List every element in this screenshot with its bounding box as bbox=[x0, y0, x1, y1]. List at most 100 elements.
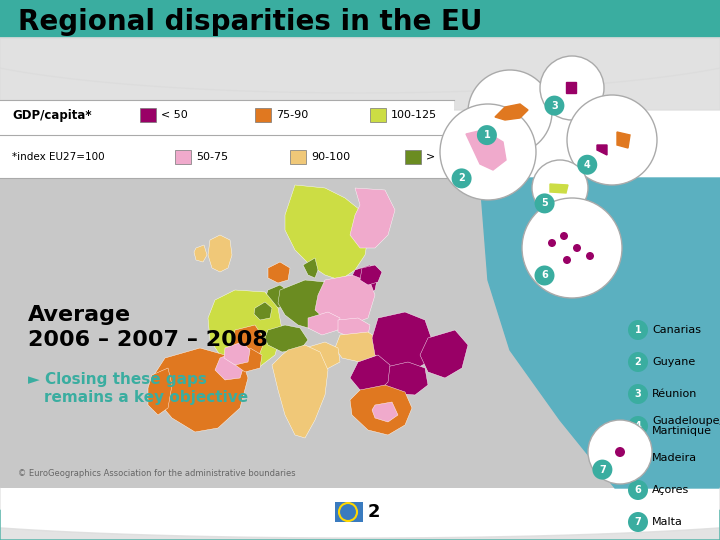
Polygon shape bbox=[597, 145, 607, 155]
Polygon shape bbox=[215, 352, 245, 380]
Circle shape bbox=[628, 448, 648, 468]
Bar bbox=[335, 502, 363, 522]
Text: 1: 1 bbox=[484, 130, 490, 140]
Polygon shape bbox=[0, 488, 720, 540]
Bar bbox=[290, 150, 306, 164]
Polygon shape bbox=[266, 285, 290, 308]
Text: GDP/capita*: GDP/capita* bbox=[12, 109, 91, 122]
Circle shape bbox=[628, 384, 648, 404]
Bar bbox=[0, 488, 720, 540]
Bar bbox=[175, 150, 191, 164]
Circle shape bbox=[338, 502, 358, 522]
Text: > 125: > 125 bbox=[426, 152, 460, 162]
Polygon shape bbox=[350, 188, 395, 248]
Polygon shape bbox=[0, 510, 720, 540]
Text: Regional disparities in the EU: Regional disparities in the EU bbox=[18, 8, 482, 36]
Polygon shape bbox=[466, 130, 506, 170]
Circle shape bbox=[339, 503, 357, 521]
Polygon shape bbox=[278, 280, 335, 330]
Polygon shape bbox=[152, 348, 248, 432]
Polygon shape bbox=[0, 38, 720, 110]
Polygon shape bbox=[335, 332, 380, 362]
Polygon shape bbox=[268, 262, 290, 283]
Circle shape bbox=[440, 104, 536, 200]
Text: *index EU27=100: *index EU27=100 bbox=[12, 152, 104, 162]
Polygon shape bbox=[350, 265, 378, 298]
Text: 2: 2 bbox=[634, 357, 642, 367]
Bar bbox=[370, 108, 386, 122]
Polygon shape bbox=[495, 104, 528, 120]
Polygon shape bbox=[360, 265, 382, 285]
Circle shape bbox=[593, 460, 613, 480]
Circle shape bbox=[615, 447, 625, 457]
Circle shape bbox=[628, 416, 648, 436]
Text: remains a key objective: remains a key objective bbox=[44, 390, 248, 405]
Circle shape bbox=[534, 193, 554, 213]
Bar bbox=[405, 150, 421, 164]
Polygon shape bbox=[566, 82, 576, 93]
Polygon shape bbox=[420, 330, 468, 378]
Text: 5: 5 bbox=[634, 453, 642, 463]
Bar bbox=[0, 0, 720, 38]
Text: 100-125: 100-125 bbox=[391, 110, 437, 120]
Polygon shape bbox=[234, 348, 262, 372]
Circle shape bbox=[577, 155, 598, 175]
Text: 4: 4 bbox=[634, 421, 642, 431]
Polygon shape bbox=[480, 178, 720, 488]
Text: < 50: < 50 bbox=[161, 110, 188, 120]
Text: 90-100: 90-100 bbox=[311, 152, 350, 162]
Polygon shape bbox=[302, 342, 340, 370]
Text: 6: 6 bbox=[634, 485, 642, 495]
Text: 7: 7 bbox=[599, 464, 606, 475]
Polygon shape bbox=[303, 258, 318, 278]
Text: Canarias: Canarias bbox=[652, 325, 701, 335]
Text: Guyane: Guyane bbox=[652, 357, 696, 367]
Polygon shape bbox=[372, 402, 398, 422]
Circle shape bbox=[540, 56, 604, 120]
Circle shape bbox=[586, 252, 594, 260]
Text: 2006 – 2007 – 2008: 2006 – 2007 – 2008 bbox=[28, 330, 268, 350]
Circle shape bbox=[567, 95, 657, 185]
Circle shape bbox=[468, 70, 552, 154]
Circle shape bbox=[628, 320, 648, 340]
Polygon shape bbox=[315, 275, 375, 325]
Polygon shape bbox=[265, 325, 308, 352]
Polygon shape bbox=[272, 345, 328, 438]
Polygon shape bbox=[208, 290, 282, 370]
Bar bbox=[0, 178, 720, 488]
Polygon shape bbox=[208, 235, 232, 272]
Polygon shape bbox=[350, 355, 390, 392]
Circle shape bbox=[522, 198, 622, 298]
Text: 1: 1 bbox=[634, 325, 642, 335]
Text: 7: 7 bbox=[634, 517, 642, 527]
Polygon shape bbox=[148, 368, 172, 415]
Text: 6: 6 bbox=[541, 271, 548, 280]
Polygon shape bbox=[232, 325, 265, 360]
Polygon shape bbox=[285, 185, 370, 280]
Bar bbox=[140, 108, 156, 122]
Bar bbox=[0, 100, 454, 178]
Polygon shape bbox=[254, 302, 272, 320]
Text: 3: 3 bbox=[634, 389, 642, 399]
Text: Madeira: Madeira bbox=[652, 453, 697, 463]
Bar bbox=[255, 108, 271, 122]
Text: 2: 2 bbox=[368, 503, 380, 521]
Circle shape bbox=[628, 480, 648, 500]
Text: Réunion: Réunion bbox=[652, 389, 698, 399]
Circle shape bbox=[477, 125, 497, 145]
Circle shape bbox=[573, 244, 581, 252]
Polygon shape bbox=[372, 312, 432, 372]
Polygon shape bbox=[350, 385, 412, 435]
Circle shape bbox=[534, 266, 554, 286]
Text: Average: Average bbox=[28, 305, 131, 325]
Circle shape bbox=[563, 256, 571, 264]
Polygon shape bbox=[617, 132, 630, 148]
Circle shape bbox=[451, 168, 472, 188]
Circle shape bbox=[532, 160, 588, 216]
Circle shape bbox=[628, 512, 648, 532]
Text: 3: 3 bbox=[551, 100, 558, 111]
Polygon shape bbox=[194, 245, 207, 262]
Text: 2: 2 bbox=[458, 173, 465, 184]
Polygon shape bbox=[224, 342, 250, 365]
Text: © EuroGeographics Association for the administrative boundaries: © EuroGeographics Association for the ad… bbox=[18, 469, 296, 478]
